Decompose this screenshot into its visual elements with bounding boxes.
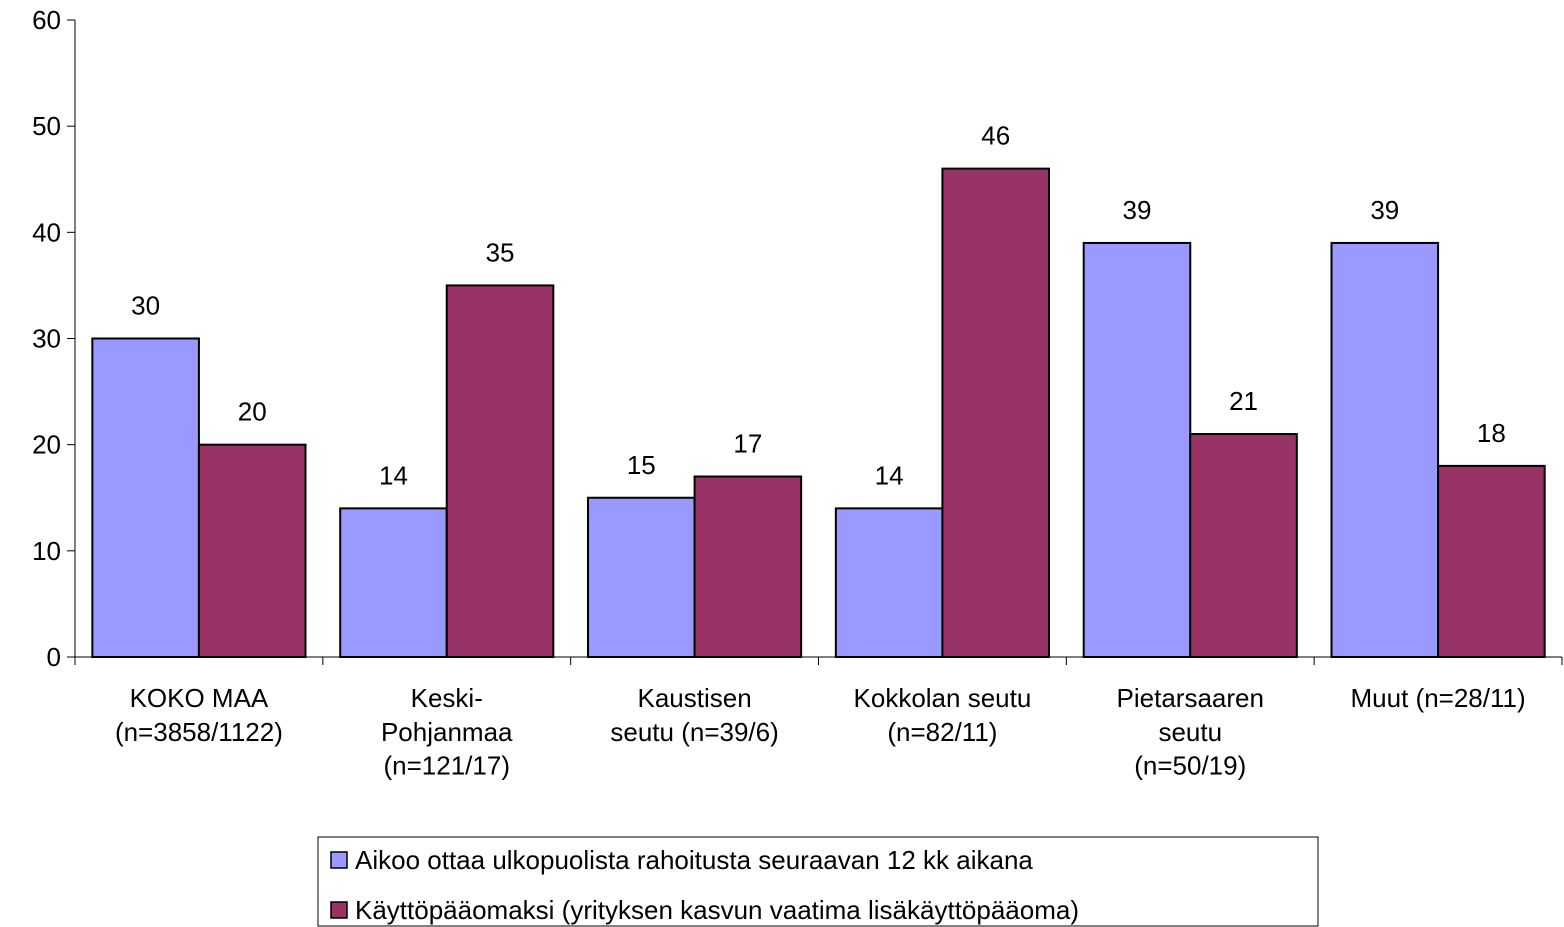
- value-label: 39: [1370, 195, 1399, 225]
- x-tick-label: Kokkolan seutu (n=82/11): [854, 683, 1032, 747]
- y-tick-label: 0: [47, 642, 61, 672]
- value-label: 18: [1477, 418, 1506, 448]
- y-tick-label: 50: [32, 111, 61, 141]
- value-label: 20: [238, 397, 267, 427]
- legend-label: Käyttöpääomaksi (yrityksen kasvun vaatim…: [355, 895, 1079, 925]
- y-tick-label: 20: [32, 430, 61, 460]
- y-tick-label: 30: [32, 324, 61, 354]
- value-label: 14: [379, 460, 408, 490]
- x-tick-label: Kaustisen seutu (n=39/6): [610, 683, 778, 747]
- x-tick-label: KOKO MAA (n=3858/1122): [115, 683, 283, 747]
- bar: [834, 507, 944, 658]
- legend-swatch: [330, 851, 348, 869]
- bar: [1082, 241, 1192, 658]
- bar: [1330, 241, 1440, 658]
- bar: [91, 337, 200, 658]
- value-label: 35: [486, 237, 515, 267]
- y-tick-label: 60: [32, 5, 61, 35]
- value-label: 21: [1229, 386, 1258, 416]
- bar: [1189, 433, 1298, 658]
- value-label: 46: [981, 121, 1010, 151]
- x-tick-label: Muut (n=28/11): [1351, 683, 1526, 713]
- bar: [445, 284, 555, 658]
- bar: [1437, 464, 1546, 658]
- value-label: 30: [131, 291, 160, 321]
- bar: [587, 496, 696, 658]
- x-tick-label: Keski-Pohjanmaa (n=121/17): [381, 683, 513, 781]
- value-label: 15: [627, 450, 656, 480]
- x-tick-label: Pietarsaaren seutu (n=50/19): [1117, 683, 1264, 781]
- bar: [339, 507, 448, 658]
- legend-label: Aikoo ottaa ulkopuolista rahoitusta seur…: [355, 845, 1033, 875]
- value-label: 14: [875, 460, 904, 490]
- legend: [317, 836, 1319, 927]
- bar: [197, 443, 307, 658]
- legend-swatch: [330, 901, 348, 919]
- value-label: 17: [733, 429, 762, 459]
- value-label: 39: [1123, 195, 1152, 225]
- bar: [693, 475, 803, 658]
- y-tick-label: 10: [32, 536, 61, 566]
- y-tick-label: 40: [32, 217, 61, 247]
- bar: [941, 167, 1050, 658]
